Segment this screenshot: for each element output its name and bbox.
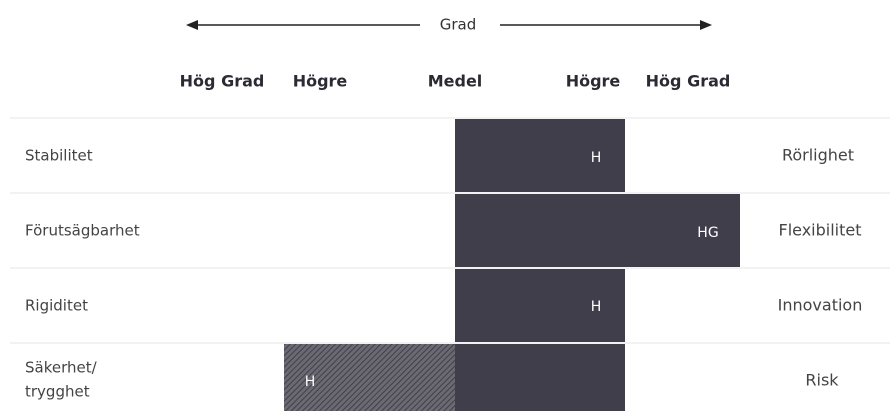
left-label: trygghet (25, 383, 90, 401)
bar (455, 119, 625, 192)
bar-label: H (305, 374, 316, 390)
scale-title: Grad (440, 16, 477, 34)
column-header: Medel (428, 72, 483, 91)
arrow-head-right (700, 20, 712, 30)
column-header: Hög Grad (180, 72, 265, 91)
bar (455, 269, 625, 342)
right-label: Innovation (778, 296, 863, 315)
column-header: Högre (566, 72, 621, 91)
left-label: Stabilitet (25, 147, 93, 165)
right-label: Risk (805, 371, 839, 390)
bar (455, 194, 740, 267)
left-label: Rigiditet (25, 297, 88, 315)
left-label: Förutsägbarhet (25, 222, 140, 240)
left-label: Säkerhet/ (25, 359, 98, 377)
right-label: Rörlighet (782, 146, 854, 165)
right-label: Flexibilitet (778, 221, 861, 240)
column-header: Hög Grad (646, 72, 731, 91)
bar-label: HG (697, 225, 718, 241)
bar-hatched (284, 344, 455, 411)
column-header: Högre (293, 72, 348, 91)
bar (455, 344, 625, 411)
arrow-head-left (186, 20, 198, 30)
bar-label: H (591, 150, 602, 166)
bar-label: H (591, 299, 602, 315)
